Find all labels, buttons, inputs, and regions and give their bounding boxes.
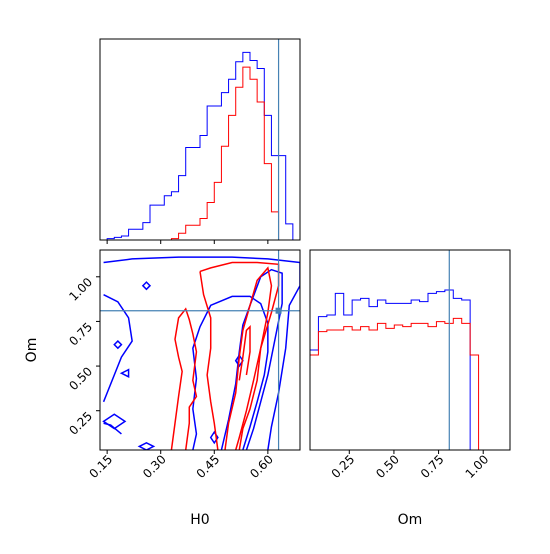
h0-histogram-series-2	[100, 66, 300, 241]
contour-series-1	[141, 281, 152, 291]
contour-series-2	[199, 271, 219, 450]
h0-tick-label: 0.45	[194, 452, 223, 481]
contour-frame	[99, 249, 301, 451]
om-tick-label: 0.50	[373, 452, 402, 481]
om-tick-label: 0.25	[329, 452, 358, 481]
contour-series-2	[224, 266, 273, 450]
contour-series-1	[113, 340, 123, 350]
contour-series-1	[119, 368, 130, 378]
h0-tick-label: 0.30	[140, 452, 169, 481]
contour-series-2	[238, 324, 251, 381]
contour-group	[102, 256, 300, 450]
contour-series-1	[192, 295, 269, 450]
truth-marker	[275, 307, 282, 314]
x-axis-label-om: Om	[398, 512, 423, 528]
om-histogram-series-1	[309, 289, 487, 451]
om-y-tick-label: 0.50	[66, 364, 95, 393]
om-y-tick-label: 0.75	[66, 320, 95, 349]
contour-series-1	[102, 293, 133, 403]
om-tick-label: 0.75	[418, 452, 447, 481]
om-histogram-series-2	[309, 317, 487, 451]
contour-series-1	[102, 413, 127, 430]
h0-histogram-frame	[99, 38, 301, 241]
om-histogram-frame	[309, 249, 511, 451]
om-y-tick-label: 0.25	[66, 409, 95, 438]
om-histogram-panel: 0.25 0.50 0.75 1.00	[309, 249, 511, 481]
h0-histogram-panel	[99, 38, 301, 244]
h0-tick-label: 0.15	[86, 452, 115, 481]
om-y-tick-label: 1.00	[66, 275, 95, 304]
contour-series-1	[209, 430, 219, 445]
y-axis-label-om: Om	[24, 338, 40, 363]
om-tick-label: 1.00	[463, 452, 492, 481]
h0-histogram-series-1	[100, 51, 300, 241]
x-axis-label-h0: H0	[190, 512, 209, 528]
contour-series-2	[170, 307, 198, 450]
contour-series-1	[103, 256, 300, 450]
contour-series-2	[199, 261, 280, 450]
h0-tick-label: 0.60	[247, 452, 276, 481]
contour-series-1	[137, 442, 156, 450]
contour-series-1	[220, 268, 283, 450]
h0-om-contour-panel: 0.15 0.30 0.45 0.60 0.25 0.50 0.75 1.00	[66, 249, 301, 481]
